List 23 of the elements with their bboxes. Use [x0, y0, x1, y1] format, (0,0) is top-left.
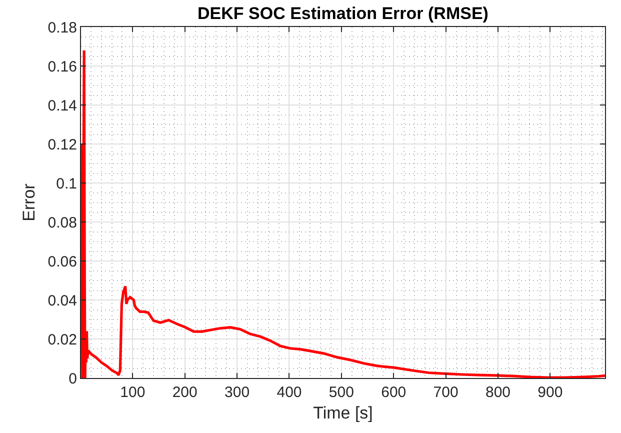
x-tick-label: 900	[538, 384, 563, 401]
y-tick-label: 0.02	[48, 331, 77, 348]
x-tick-label: 800	[485, 384, 511, 401]
y-axis-title: Error	[19, 183, 38, 222]
x-axis-title: Time [s]	[313, 403, 373, 422]
y-tick-label: 0.06	[48, 253, 77, 270]
y-tick-label: 0.12	[48, 136, 77, 154]
x-tick-label: 300	[224, 384, 250, 401]
y-tick-label: 0.14	[48, 97, 77, 114]
y-tick-label: 0.1	[56, 175, 77, 192]
y-tick-label: 0.16	[48, 58, 77, 76]
x-tick-label: 500	[328, 384, 354, 401]
y-tick-label: 0.08	[48, 214, 77, 232]
y-tick-label: 0	[68, 370, 77, 388]
y-tick-label: 0.04	[48, 292, 77, 310]
chart-title: DEKF SOC Estimation Error (RMSE)	[198, 4, 488, 23]
x-tick-label: 600	[381, 384, 406, 401]
y-tick-label: 0.18	[48, 19, 77, 36]
line-series	[81, 49, 605, 378]
x-tick-label: 400	[276, 384, 302, 401]
x-tick-label: 200	[172, 384, 198, 401]
x-tick-label: 100	[120, 384, 146, 401]
x-tick-label: 700	[433, 384, 458, 401]
